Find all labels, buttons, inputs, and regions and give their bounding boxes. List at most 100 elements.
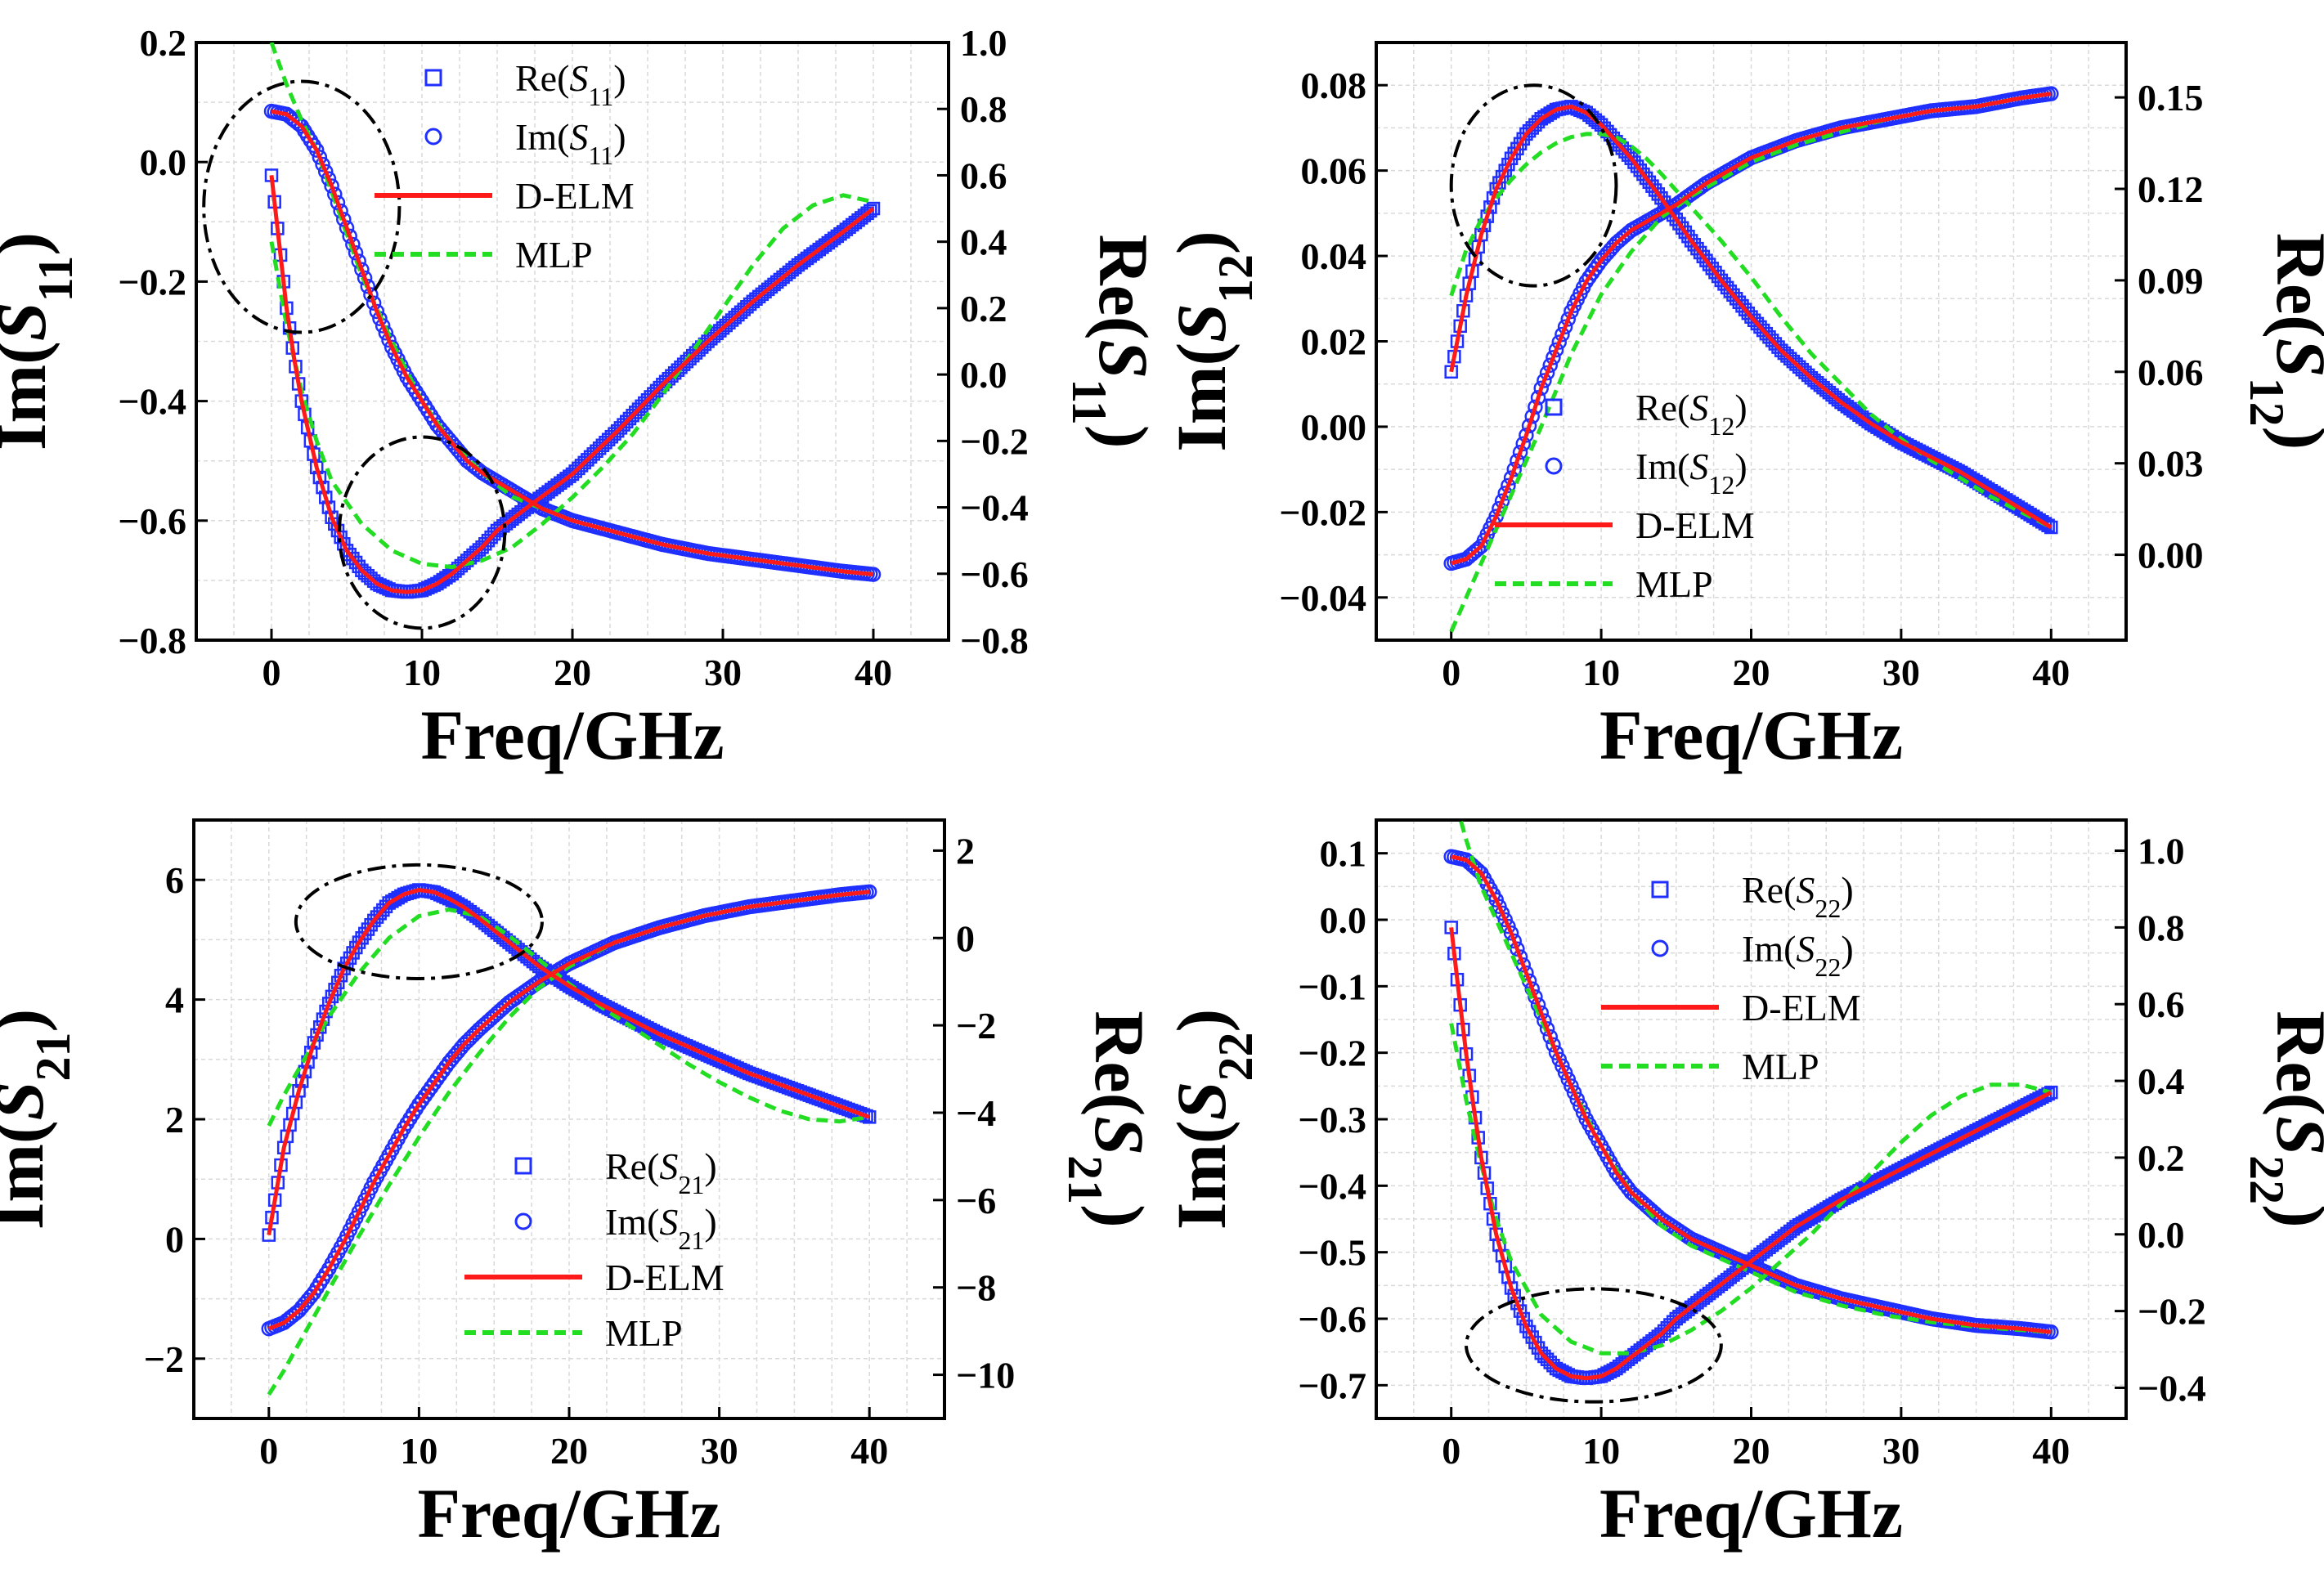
point-im bbox=[1539, 365, 1555, 381]
y-right-tick-label: 0.8 bbox=[960, 88, 1007, 130]
x-tick-label: 10 bbox=[1582, 652, 1620, 693]
x-tick-label: 30 bbox=[701, 1430, 738, 1472]
grid bbox=[1375, 819, 2127, 1419]
point-re bbox=[325, 989, 339, 1004]
chart-panel-s12: 0 10 20 30 40 −0.04 −0.02 0.00 0.02 0.04 0.06 0.08 0… bbox=[1162, 41, 2324, 774]
point-im bbox=[1512, 445, 1528, 460]
y-right-tick-label: 1.0 bbox=[960, 22, 1007, 64]
point-im bbox=[1494, 493, 1510, 509]
y-left-tick-label: −0.1 bbox=[1298, 966, 1366, 1007]
legend: Re(S22)Im(S22) D-ELM MLP bbox=[1601, 869, 1861, 1087]
y-right-tick-label: −4 bbox=[956, 1092, 996, 1134]
series-mlp-re bbox=[1449, 1023, 2052, 1356]
y-right-tick-label: 0.0 bbox=[2138, 1214, 2185, 1256]
series-delm-im bbox=[1451, 92, 2052, 566]
y-right-tick-label: 0.4 bbox=[2138, 1060, 2185, 1102]
point-im bbox=[1528, 989, 1543, 1005]
point-im bbox=[1546, 350, 1561, 365]
legend-label: D-ELM bbox=[605, 1257, 725, 1298]
legend-label: Re(S21) bbox=[605, 1145, 717, 1199]
x-tick-label: 30 bbox=[1882, 652, 1920, 693]
legend-label: Re(S12) bbox=[1635, 387, 1747, 441]
point-im bbox=[363, 287, 379, 302]
point-re bbox=[331, 975, 345, 990]
legend-marker-square bbox=[424, 69, 442, 87]
highlight-ellipse bbox=[1465, 1287, 1723, 1404]
x-tick-label: 0 bbox=[262, 652, 281, 693]
point-re bbox=[2044, 520, 2058, 535]
series-measured-re bbox=[262, 883, 877, 1242]
point-im bbox=[1506, 461, 1522, 477]
y-left-tick-label: 2 bbox=[165, 1099, 184, 1141]
series-delm-re bbox=[267, 887, 871, 1236]
x-tick-label: 40 bbox=[2032, 652, 2070, 693]
legend-marker-circle bbox=[1545, 457, 1563, 475]
x-tick-label: 40 bbox=[2032, 1430, 2070, 1472]
point-im bbox=[369, 303, 385, 320]
series-mlp-re bbox=[1449, 132, 2053, 530]
x-axis-title: Freq/GHz bbox=[1599, 696, 1903, 774]
point-re bbox=[321, 997, 336, 1011]
legend: Re(S11)Im(S11) D-ELM MLP bbox=[375, 57, 635, 276]
x-tick-label: 0 bbox=[259, 1430, 278, 1472]
y-right-tick-label: −8 bbox=[956, 1267, 996, 1309]
y-right-tick-label: 0.2 bbox=[2138, 1137, 2185, 1179]
y-right-tick-label: 0.03 bbox=[2138, 443, 2204, 485]
legend-label: MLP bbox=[515, 234, 593, 276]
y-left-tick-label: 0.06 bbox=[1301, 150, 1367, 192]
y-right-axis-title: Re(S21) bbox=[1058, 1011, 1159, 1227]
point-im bbox=[1548, 342, 1564, 358]
y-left-tick-label: 0.02 bbox=[1301, 321, 1367, 363]
y-right-axis-title: Re(S11) bbox=[1062, 234, 1163, 448]
x-tick-label: 30 bbox=[1882, 1430, 1920, 1472]
y-right-tick-label: −0.4 bbox=[2138, 1367, 2206, 1409]
legend-label: Im(S11) bbox=[515, 116, 626, 170]
x-axis-title: Freq/GHz bbox=[417, 1474, 720, 1553]
y-left-tick-label: 0.0 bbox=[140, 141, 187, 183]
y-left-tick-label: −0.3 bbox=[1298, 1099, 1366, 1141]
y-left-tick-label: 6 bbox=[165, 859, 184, 901]
y-left-tick-label: 0.0 bbox=[1320, 899, 1367, 941]
legend-marker-square bbox=[514, 1157, 532, 1175]
point-im bbox=[1537, 373, 1552, 388]
y-left-tick-label: −0.7 bbox=[1298, 1365, 1366, 1406]
series-delm-re bbox=[1449, 104, 2053, 530]
legend-label: MLP bbox=[605, 1312, 683, 1354]
x-tick-label: 20 bbox=[554, 652, 591, 693]
y-right-tick-label: 0.6 bbox=[960, 155, 1007, 196]
data-layer bbox=[263, 43, 882, 599]
point-im bbox=[336, 212, 352, 227]
legend-label: Re(S11) bbox=[515, 57, 626, 111]
y-left-tick-label: 0.1 bbox=[1320, 833, 1367, 875]
legend-label: MLP bbox=[1742, 1046, 1819, 1087]
y-right-tick-label: −0.8 bbox=[960, 620, 1029, 661]
y-left-tick-label: −0.6 bbox=[118, 500, 186, 542]
y-left-tick-label: −0.2 bbox=[1298, 1033, 1366, 1074]
y-right-tick-label: 0.12 bbox=[2138, 168, 2204, 210]
point-im bbox=[1533, 1005, 1549, 1021]
x-tick-label: 20 bbox=[550, 1430, 588, 1472]
x-axis-title: Freq/GHz bbox=[420, 696, 724, 774]
point-re bbox=[866, 201, 881, 216]
y-left-tick-label: 0.2 bbox=[140, 22, 187, 64]
point-im bbox=[1510, 453, 1525, 468]
y-right-tick-label: 0.00 bbox=[2138, 535, 2204, 576]
grid bbox=[1375, 42, 2127, 641]
x-tick-label: 0 bbox=[1442, 652, 1460, 693]
series-delm-im bbox=[267, 890, 870, 1331]
data-layer bbox=[261, 883, 877, 1396]
y-left-tick-label: −0.02 bbox=[1279, 491, 1366, 533]
point-im bbox=[1560, 311, 1577, 327]
y-right-tick-label: 0.15 bbox=[2138, 77, 2204, 119]
highlight-ellipse bbox=[1449, 83, 1618, 288]
point-im bbox=[1546, 1037, 1561, 1053]
chart-panel-s22: 0 10 20 30 40 −0.7 −0.6 −0.5 −0.4 −0.3 −0.2 −0.1 0.0… bbox=[1162, 818, 2324, 1553]
x-tick-label: 10 bbox=[1582, 1430, 1620, 1472]
y-right-tick-label: 0.8 bbox=[2138, 907, 2185, 948]
point-re bbox=[864, 204, 877, 218]
y-right-tick-label: 0.0 bbox=[960, 354, 1007, 396]
x-tick-label: 10 bbox=[400, 1430, 437, 1472]
highlight-ellipse bbox=[202, 79, 402, 334]
y-right-tick-label: 0.2 bbox=[960, 288, 1007, 329]
